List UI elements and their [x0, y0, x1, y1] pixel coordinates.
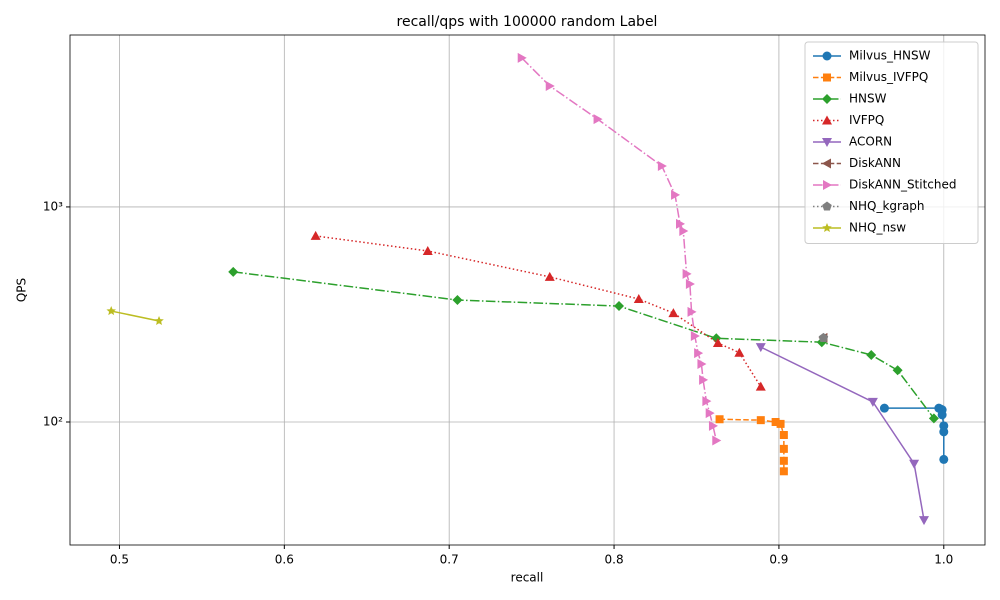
- data-point: [892, 365, 903, 376]
- legend-box: [804, 41, 979, 244]
- data-point: [452, 295, 463, 306]
- legend-marker: [823, 73, 831, 82]
- data-point: [779, 467, 788, 476]
- data-point: [422, 245, 433, 255]
- legend-label: NHQ_nsw: [849, 221, 906, 235]
- data-point: [310, 230, 321, 240]
- legend-marker: [823, 180, 832, 190]
- data-point: [685, 279, 695, 290]
- plot-frame: [69, 34, 986, 546]
- series-line: [233, 271, 935, 419]
- data-point: [545, 80, 555, 91]
- data-point: [668, 308, 679, 318]
- data-point: [818, 332, 829, 342]
- legend-marker: [822, 223, 832, 233]
- data-point: [928, 413, 939, 424]
- data-point: [697, 359, 707, 370]
- data-point: [708, 420, 718, 431]
- data-point: [154, 315, 164, 325]
- legend-label: NHQ_kgraph: [849, 199, 925, 213]
- x-tick-label: 0.6: [275, 553, 294, 567]
- data-point: [690, 331, 700, 342]
- data-point: [633, 294, 644, 304]
- data-point: [755, 343, 766, 353]
- data-point: [671, 189, 681, 200]
- data-point: [657, 160, 667, 171]
- data-point: [106, 306, 116, 316]
- data-point: [517, 52, 527, 63]
- data-point: [544, 271, 555, 281]
- data-point: [614, 301, 624, 312]
- legend-label: ACORN: [849, 135, 892, 149]
- data-point: [755, 381, 766, 391]
- legend-label: DiskANN: [849, 156, 901, 170]
- y-tick-label: 10²: [43, 415, 63, 429]
- x-tick-label: 0.9: [769, 553, 788, 567]
- legend-label: IVFPQ: [849, 113, 884, 127]
- data-point: [702, 396, 712, 407]
- chart-title: recall/qps with 100000 random Label: [397, 14, 658, 30]
- data-point: [919, 516, 929, 526]
- legend-label: DiskANN_Stitched: [849, 178, 957, 192]
- data-point: [593, 114, 603, 125]
- legend-marker: [822, 51, 832, 61]
- data-point: [779, 431, 788, 440]
- x-tick-label: 0.7: [440, 553, 459, 567]
- data-point: [776, 419, 785, 428]
- data-point: [705, 408, 715, 419]
- data-point: [676, 218, 685, 229]
- data-point: [867, 397, 878, 407]
- data-point: [228, 266, 239, 277]
- data-point: [734, 347, 745, 357]
- legend-label: HNSW: [849, 92, 887, 106]
- data-point: [937, 410, 947, 420]
- legend-marker: [822, 115, 832, 125]
- data-point: [687, 306, 697, 317]
- legend-marker: [822, 138, 832, 147]
- data-point: [779, 444, 788, 453]
- data-point: [679, 225, 689, 236]
- data-point: [756, 416, 765, 425]
- data-point: [909, 459, 920, 469]
- data-point: [939, 454, 949, 464]
- legend-label: Milvus_HNSW: [849, 49, 931, 63]
- series-line: [111, 310, 160, 322]
- data-point: [779, 456, 788, 465]
- data-point: [682, 268, 692, 279]
- data-point: [694, 348, 704, 359]
- x-tick-label: 1.0: [934, 553, 953, 567]
- data-point: [712, 337, 723, 347]
- series-line: [315, 235, 762, 388]
- legend-marker: [822, 94, 832, 104]
- data-point: [712, 435, 722, 446]
- legend-label: Milvus_IVFPQ: [849, 70, 928, 84]
- series-line: [760, 346, 925, 521]
- x-tick-label: 0.8: [605, 553, 624, 567]
- y-tick-label: 10³: [43, 199, 63, 213]
- legend-marker: [822, 201, 832, 211]
- data-point: [939, 427, 949, 437]
- y-axis-label: QPS: [15, 278, 29, 302]
- data-point: [715, 415, 724, 424]
- x-axis-label: recall: [511, 571, 544, 585]
- data-point: [699, 374, 709, 385]
- x-tick-label: 0.5: [110, 553, 129, 567]
- legend-marker: [822, 158, 831, 169]
- data-point: [879, 403, 889, 413]
- data-point: [866, 349, 877, 360]
